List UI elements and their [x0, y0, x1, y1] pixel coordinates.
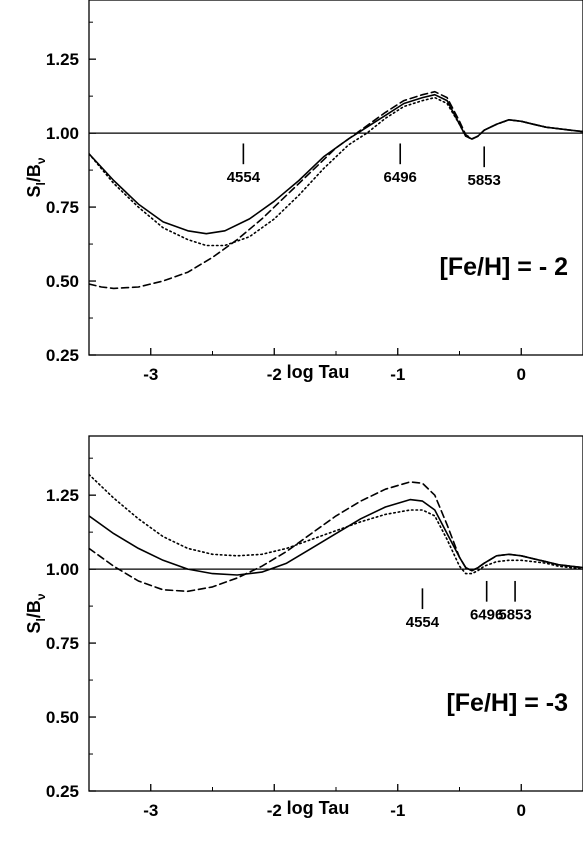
panel-fe-h-minus-2: -3 -2 -1 0 0.25 0.50 0.75 1.00 1.25 log Tau Sl/Bν 4… — [24, 0, 583, 384]
series-line-dashed — [89, 90, 583, 290]
series-line-dotted — [89, 96, 583, 247]
series-line-solid — [89, 93, 583, 235]
y-tick-label: 0.75 — [46, 198, 79, 217]
annotation-label: 4554 — [406, 614, 440, 631]
y-tick-label: 1.25 — [46, 50, 79, 69]
x-tick-label: 0 — [517, 801, 526, 820]
x-tick-label: -1 — [390, 801, 405, 820]
annotation-label: 4554 — [227, 169, 261, 186]
y-tick-label: 0.25 — [46, 346, 79, 365]
y-axis-label-main: S — [24, 186, 44, 198]
x-tick-label: -3 — [143, 801, 158, 820]
x-tick-label: -2 — [267, 801, 282, 820]
series-line-dashed — [89, 481, 583, 593]
panel-label: [Fe/H] = -3 — [446, 689, 568, 717]
y-axis-label: Sl/Bν — [24, 593, 48, 633]
y-tick-label: 1.25 — [46, 486, 79, 505]
y-axis-label-sub: l — [34, 618, 48, 621]
x-tick-label: -3 — [143, 365, 158, 384]
panel-fe-h-minus-3: -3 -2 -1 0 0.25 0.50 0.75 1.00 1.25 log Tau Sl/Bν 4… — [24, 435, 583, 820]
plot-frame — [88, 0, 583, 356]
y-tick-label: 1.00 — [46, 560, 79, 579]
y-tick-label: 0.75 — [46, 634, 79, 653]
x-axis-label: log Tau — [287, 798, 350, 818]
annotation-label: 5853 — [468, 172, 501, 189]
y-axis-label-tail: /B — [24, 164, 44, 182]
annotation-label: 6496 — [384, 169, 417, 186]
y-tick-label: 0.50 — [46, 708, 79, 727]
y-axis-label-tail: /B — [24, 600, 44, 618]
y-axis-label-main: S — [24, 622, 44, 634]
y-axis-label-sub: l — [34, 182, 48, 185]
y-tick-label: 0.25 — [46, 782, 79, 801]
annotation-label: 5853 — [498, 607, 531, 624]
y-tick-label: 1.00 — [46, 124, 79, 143]
annotation-label: 6496 — [470, 607, 503, 624]
x-axis-label: log Tau — [287, 362, 350, 382]
y-axis-label: Sl/Bν — [24, 157, 48, 197]
x-tick-label: -1 — [390, 365, 405, 384]
panel-label: [Fe/H] = - 2 — [440, 253, 569, 281]
y-axis-label-tail-sub: ν — [34, 157, 48, 164]
y-axis-label-tail-sub: ν — [34, 593, 48, 600]
series-line-solid — [89, 498, 583, 576]
x-tick-label: -2 — [267, 365, 282, 384]
x-tick-label: 0 — [517, 365, 526, 384]
y-tick-label: 0.50 — [46, 272, 79, 291]
series-line-dotted — [89, 473, 583, 575]
